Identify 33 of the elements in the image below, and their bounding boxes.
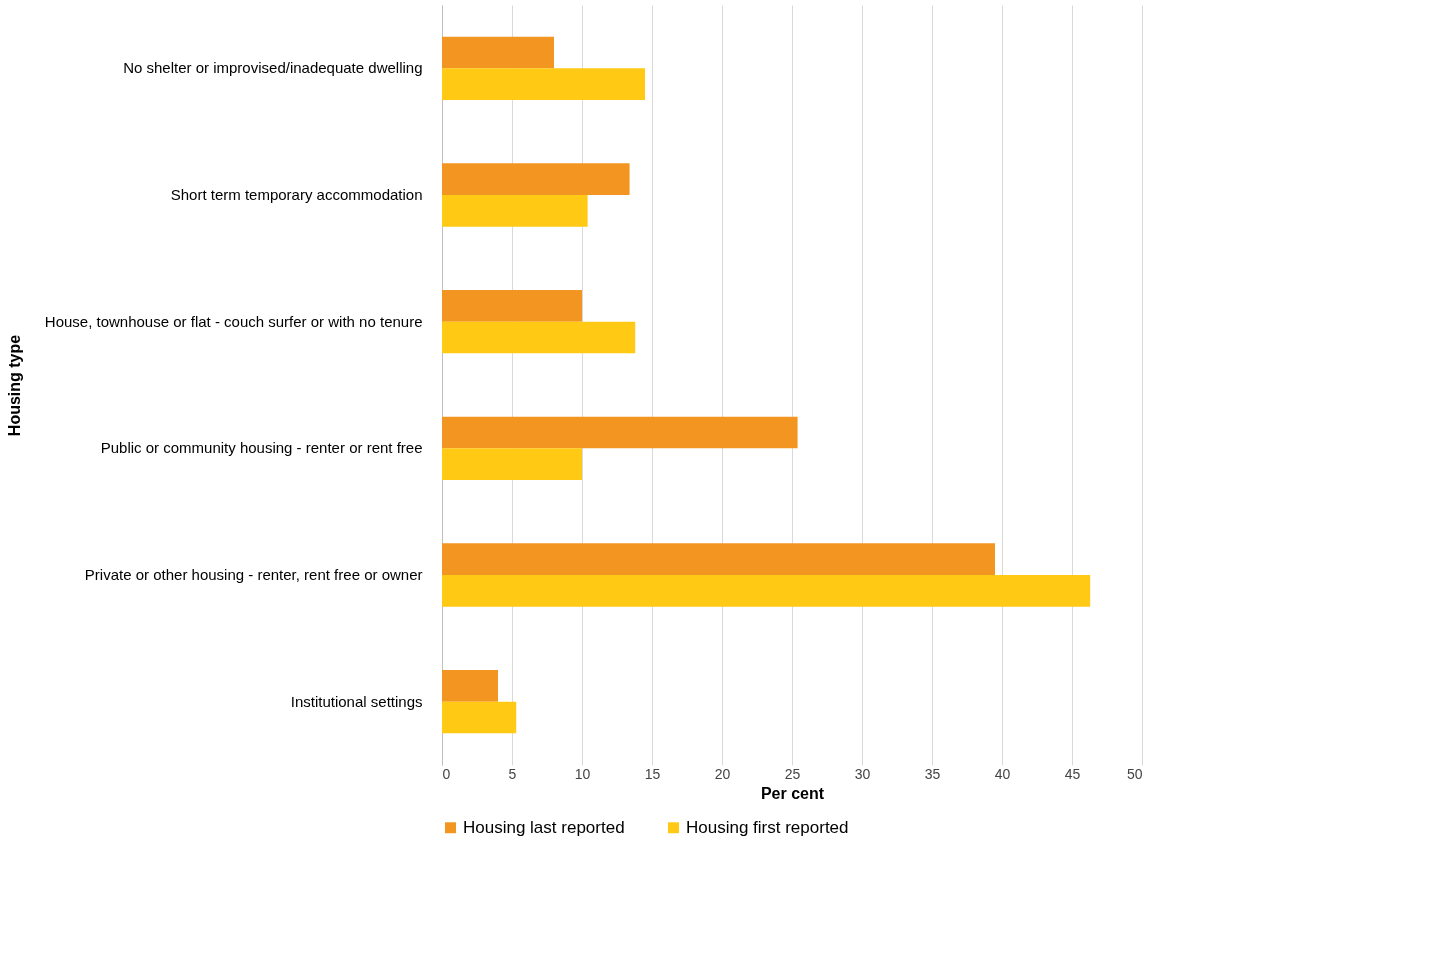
x-tick-label: 50 <box>1126 765 1143 782</box>
y-tick-label: House, townhouse or flat - couch surfer or with no tenure <box>44 312 423 330</box>
bar <box>442 290 582 322</box>
x-tick-label: 40 <box>994 765 1011 782</box>
bar <box>442 163 630 195</box>
y-tick-label: Private or other housing - renter, rent free or owner <box>84 566 423 583</box>
bar <box>442 416 798 449</box>
bar <box>442 195 588 227</box>
bar <box>442 68 645 100</box>
bar <box>442 36 554 69</box>
bar <box>442 448 582 480</box>
legend-label: Housing first reported <box>686 817 849 837</box>
y-tick-label: No shelter or improvised/inadequate dwelling <box>123 59 423 77</box>
x-tick-label: 45 <box>1064 765 1081 782</box>
x-tick-label: 5 <box>508 765 517 782</box>
x-tick-label: 20 <box>714 765 731 782</box>
x-tick-label: 25 <box>784 765 801 782</box>
x-tick-label: 15 <box>644 765 661 782</box>
bar <box>442 701 517 734</box>
y-tick-label: Public or community housing - renter or rent free <box>100 439 423 457</box>
y-tick-label: Short term temporary accommodation <box>170 186 423 203</box>
y-axis-title: Housing type <box>5 334 23 437</box>
bar <box>442 670 498 702</box>
bar <box>442 575 1091 607</box>
y-tick-label: Institutional settings <box>290 692 423 710</box>
x-tick-label: 30 <box>854 765 871 782</box>
x-tick-label: 10 <box>574 765 591 782</box>
x-axis-title: Per cent <box>760 784 825 802</box>
x-tick-label: 0 <box>442 765 451 782</box>
x-tick-label: 35 <box>924 765 941 782</box>
legend-label: Housing last reported <box>463 817 625 837</box>
bar <box>442 543 995 575</box>
bar <box>442 321 636 354</box>
